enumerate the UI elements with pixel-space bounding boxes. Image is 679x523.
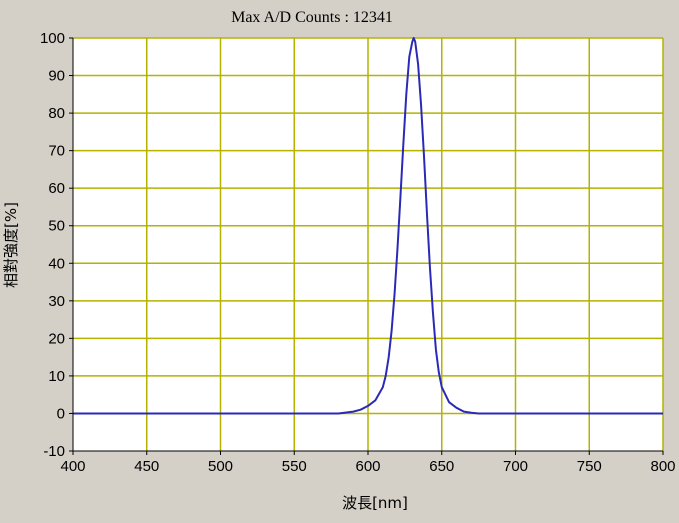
y-tick-label: 30 xyxy=(48,293,65,310)
x-tick-label: 550 xyxy=(282,458,307,475)
x-tick-label: 700 xyxy=(503,458,528,475)
series-layer xyxy=(73,37,663,415)
y-tick-label: 60 xyxy=(48,180,65,197)
x-tick-label: 400 xyxy=(60,458,85,475)
chart-title: Max A/D Counts : 12341 xyxy=(231,9,393,26)
y-tick-label: 50 xyxy=(48,218,65,235)
x-tick-label: 750 xyxy=(577,458,602,475)
y-tick-label: -10 xyxy=(43,443,65,460)
y-axis-title: 相對強度[%] xyxy=(2,202,20,288)
y-axis-ticks: -10 0 10 20 30 40 50 60 70 80 90 100 xyxy=(40,30,73,460)
x-tick-label: 600 xyxy=(355,458,380,475)
y-tick-label: 70 xyxy=(48,143,65,160)
y-tick-label: 10 xyxy=(48,368,65,385)
y-tick-label: 100 xyxy=(40,30,65,47)
x-tick-label: 650 xyxy=(429,458,454,475)
y-tick-label: 90 xyxy=(48,68,65,85)
y-tick-label: 40 xyxy=(48,255,65,272)
y-tick-label: 80 xyxy=(48,105,65,122)
spectrum-line xyxy=(73,37,663,415)
x-axis-ticks: 400 450 500 550 600 650 700 750 800 xyxy=(60,451,676,475)
x-axis-title: 波長[nm] xyxy=(342,494,408,512)
y-tick-label: 20 xyxy=(48,330,65,347)
x-tick-label: 500 xyxy=(208,458,233,475)
y-tick-label: 0 xyxy=(57,405,65,422)
x-tick-label: 450 xyxy=(134,458,159,475)
x-tick-label: 800 xyxy=(650,458,675,475)
